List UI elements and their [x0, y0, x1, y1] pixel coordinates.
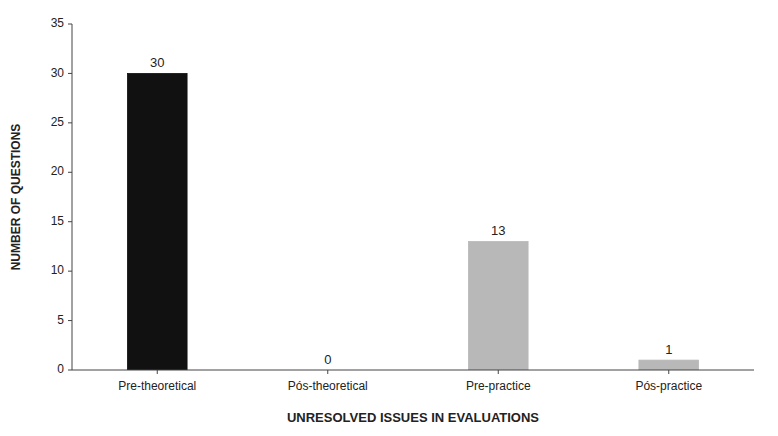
x-tick-label: Pós-practice	[635, 379, 702, 393]
chart: 30013105101520253035Pre-theoreticalPós-t…	[0, 0, 778, 436]
data-label: 0	[324, 352, 331, 367]
x-tick	[498, 370, 499, 374]
data-label: 13	[491, 223, 505, 238]
y-tick-label: 30	[51, 66, 65, 80]
x-tick	[668, 370, 669, 374]
chart-container: 30013105101520253035Pre-theoreticalPós-t…	[0, 0, 778, 436]
bar	[639, 360, 699, 370]
y-tick-label: 35	[51, 16, 65, 30]
y-tick	[68, 73, 72, 74]
bar	[468, 241, 528, 370]
x-tick-label: Pre-theoretical	[118, 379, 196, 393]
y-tick	[68, 271, 72, 272]
y-tick-label: 0	[57, 362, 64, 376]
y-tick-label: 20	[51, 164, 65, 178]
x-axis-line	[72, 370, 754, 371]
data-label: 30	[150, 55, 164, 70]
y-tick-label: 15	[51, 214, 65, 228]
y-tick-label: 10	[51, 263, 65, 277]
x-tick-label: Pre-practice	[466, 379, 531, 393]
y-axis-label: NUMBER OF QUESTIONS	[9, 124, 23, 271]
y-tick	[68, 172, 72, 173]
data-label: 1	[665, 342, 672, 357]
x-axis-label: UNRESOLVED ISSUES IN EVALUATIONS	[287, 410, 539, 425]
y-tick-label: 25	[51, 115, 65, 129]
y-tick	[68, 320, 72, 321]
x-tick	[327, 370, 328, 374]
x-tick-label: Pós-theoretical	[288, 379, 368, 393]
y-tick	[68, 370, 72, 371]
x-tick	[157, 370, 158, 374]
y-axis-line	[72, 24, 73, 370]
y-tick	[68, 24, 72, 25]
bar	[127, 73, 187, 370]
y-tick	[68, 122, 72, 123]
y-tick-label: 5	[57, 313, 64, 327]
bars	[127, 73, 698, 370]
y-tick	[68, 221, 72, 222]
